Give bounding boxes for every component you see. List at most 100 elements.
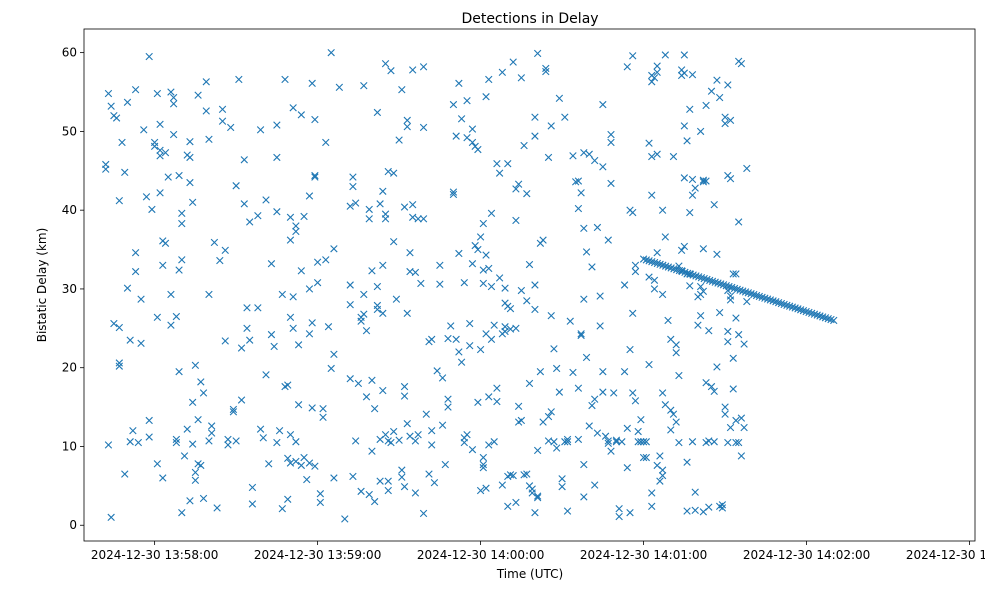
- data-point: [188, 398, 197, 407]
- data-point: [732, 314, 740, 322]
- data-point: [419, 123, 428, 132]
- data-point: [680, 51, 689, 59]
- data-point: [691, 506, 699, 514]
- data-point: [351, 437, 360, 445]
- data-point: [683, 458, 691, 466]
- data-point: [414, 215, 422, 223]
- data-point: [232, 437, 240, 445]
- data-point: [313, 258, 322, 266]
- data-point: [724, 438, 732, 447]
- data-point: [387, 438, 395, 447]
- y-tick-label: 50: [62, 124, 77, 138]
- data-point: [653, 62, 661, 70]
- data-point: [591, 481, 599, 489]
- data-point: [658, 389, 667, 397]
- data-point: [292, 438, 300, 446]
- data-point: [433, 367, 441, 375]
- data-point: [452, 335, 460, 344]
- data-point: [178, 508, 186, 517]
- data-point: [675, 371, 683, 380]
- data-point: [305, 459, 314, 467]
- data-point: [493, 384, 501, 392]
- data-point: [667, 406, 675, 414]
- data-point: [531, 281, 539, 289]
- data-point: [729, 385, 737, 393]
- data-point: [487, 282, 496, 291]
- data-point: [696, 312, 705, 320]
- data-point: [373, 301, 382, 310]
- data-point: [335, 83, 344, 91]
- data-point: [205, 290, 213, 299]
- data-point: [381, 430, 390, 439]
- data-point: [550, 345, 558, 353]
- data-point: [438, 421, 447, 429]
- data-point: [645, 139, 653, 147]
- data-point: [506, 304, 515, 313]
- data-point: [650, 74, 659, 82]
- data-point: [403, 419, 411, 428]
- data-point: [542, 67, 550, 76]
- data-point: [409, 213, 417, 221]
- data-point: [732, 270, 740, 278]
- data-point: [542, 64, 550, 73]
- data-point: [612, 438, 621, 446]
- data-point: [330, 245, 338, 253]
- data-point: [395, 136, 403, 144]
- data-point: [370, 404, 379, 413]
- data-point: [449, 100, 458, 109]
- data-point: [452, 132, 460, 140]
- data-point: [715, 308, 724, 317]
- plot-frame: [83, 28, 976, 542]
- data-point: [294, 341, 303, 349]
- data-point: [305, 285, 314, 293]
- data-point: [428, 427, 436, 435]
- data-point: [140, 126, 148, 134]
- data-point: [254, 211, 262, 220]
- data-point: [737, 414, 746, 422]
- data-point: [525, 260, 534, 269]
- data-point: [672, 349, 680, 357]
- data-point: [710, 387, 718, 396]
- data-point: [194, 91, 202, 99]
- data-point: [153, 313, 162, 321]
- data-point: [362, 393, 371, 401]
- data-point: [533, 492, 542, 500]
- data-point: [696, 127, 705, 136]
- data-point: [737, 452, 746, 460]
- data-point: [270, 342, 278, 351]
- data-point: [501, 284, 509, 292]
- data-point: [305, 330, 314, 338]
- data-point: [357, 317, 365, 325]
- data-point: [479, 453, 488, 462]
- data-point: [544, 412, 553, 421]
- data-point: [479, 464, 488, 472]
- data-point: [721, 113, 729, 121]
- data-point: [476, 345, 485, 354]
- data-point: [159, 474, 167, 482]
- data-point: [648, 489, 656, 497]
- data-point: [178, 209, 186, 218]
- data-point: [487, 209, 496, 218]
- data-point: [713, 250, 721, 258]
- data-point: [153, 89, 162, 98]
- data-point: [330, 350, 338, 359]
- data-point: [376, 477, 384, 485]
- data-point: [642, 438, 650, 446]
- data-point: [724, 338, 732, 346]
- data-point: [243, 324, 251, 333]
- data-point: [658, 466, 667, 474]
- data-point: [224, 435, 232, 444]
- data-point: [658, 206, 667, 214]
- data-point: [713, 363, 721, 371]
- data-point: [354, 379, 363, 388]
- data-point: [702, 177, 710, 185]
- data-point: [400, 392, 409, 400]
- data-point: [164, 173, 172, 181]
- data-point: [303, 475, 311, 484]
- data-point: [186, 497, 194, 505]
- data-point: [533, 493, 542, 502]
- data-point: [156, 120, 164, 128]
- data-point: [517, 416, 526, 425]
- data-point: [580, 224, 588, 232]
